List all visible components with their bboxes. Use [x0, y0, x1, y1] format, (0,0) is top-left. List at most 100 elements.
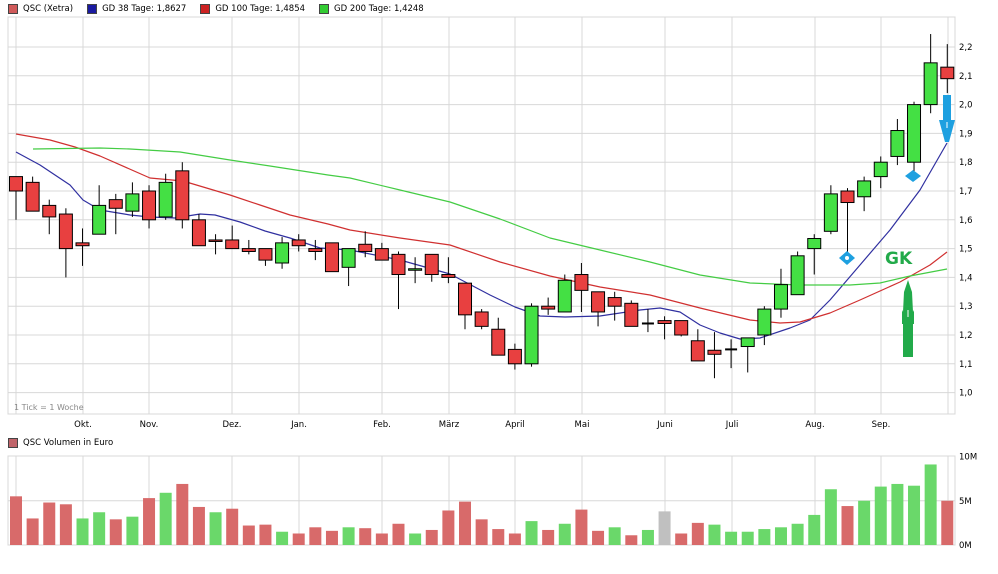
x-tick-label: Mai — [575, 420, 590, 430]
candle — [491, 317, 506, 356]
volume-bar — [725, 531, 738, 545]
candle — [541, 297, 556, 315]
candle — [807, 234, 822, 275]
candle — [9, 176, 23, 220]
candle — [923, 34, 938, 114]
candle — [275, 237, 290, 269]
candle — [391, 251, 406, 310]
volume-bar — [824, 489, 837, 545]
candle — [857, 176, 872, 212]
volume-bar — [159, 492, 172, 545]
y-tick-label: 2,2 — [959, 43, 973, 53]
volume-tick-label: 0M — [959, 541, 972, 551]
volume-bar — [575, 509, 588, 545]
candle — [42, 199, 57, 235]
y-tick-label: 2,0 — [959, 101, 973, 111]
volume-bar — [26, 518, 39, 545]
candle — [308, 239, 323, 261]
price-legend: QSC (Xetra) GD 38 Tage: 1,8627 GD 100 Ta… — [8, 3, 438, 15]
diamond-marker-icon — [905, 170, 921, 182]
volume-bar — [276, 531, 289, 545]
candle — [591, 291, 606, 327]
y-tick-label: 1,3 — [959, 302, 973, 312]
x-tick-label: Juni — [656, 420, 673, 430]
volume-bar — [292, 533, 305, 545]
gd100-line — [15, 133, 948, 324]
volume-bar — [791, 523, 804, 545]
legend-item-qsc: QSC (Xetra) — [8, 4, 73, 14]
legend-item-gd200: GD 200 Tage: 1,4248 — [319, 4, 424, 14]
volume-tick-label: 5M — [959, 497, 972, 507]
candle — [458, 282, 473, 330]
candle — [840, 188, 855, 258]
volume-bar — [309, 527, 322, 545]
x-tick-label: Sep. — [872, 420, 891, 430]
candle — [907, 101, 922, 177]
volume-bar — [758, 529, 771, 545]
y-tick-label: 1,7 — [959, 187, 973, 197]
candle — [823, 185, 838, 235]
candle — [142, 185, 157, 229]
volume-bar — [941, 500, 954, 545]
volume-legend: QSC Volumen in Euro — [8, 438, 113, 448]
y-tick-label: 1,8 — [959, 158, 973, 168]
volume-bar — [891, 483, 904, 545]
volume-bar — [841, 506, 854, 545]
candle — [641, 309, 654, 333]
up-arrow-icon — [902, 280, 914, 357]
legend-item-gd100: GD 100 Tage: 1,4854 — [200, 4, 305, 14]
volume-bar — [442, 510, 455, 545]
volume-bar — [908, 485, 921, 545]
y-tick-label: 1,1 — [959, 360, 973, 370]
x-tick-label: Aug. — [805, 420, 824, 430]
candle — [740, 337, 755, 373]
axis-labels: 1,0 1,1 1,2 1,3 1,4 1,5 1,6 1,7 1,8 1,9 2,0 2,1 2,2 O… — [74, 43, 977, 551]
candle — [291, 234, 306, 252]
volume-bar — [525, 521, 538, 545]
legend-swatch-gd38 — [87, 4, 98, 14]
candle — [25, 176, 40, 212]
gd200-line — [32, 147, 948, 286]
volume-bar — [924, 464, 937, 545]
volume-bar — [392, 523, 405, 545]
volume-bar — [359, 528, 372, 545]
y-tick-label: 2,1 — [959, 72, 973, 82]
legend-swatch-volume — [8, 438, 18, 448]
volume-bar — [691, 522, 704, 545]
legend-label-gd38: GD 38 Tage: 1,8627 — [102, 4, 187, 14]
legend-item-gd38: GD 38 Tage: 1,8627 — [87, 4, 186, 14]
x-tick-label: April — [505, 420, 524, 430]
candle — [890, 119, 905, 166]
volume-bar — [658, 511, 671, 545]
volume-bar — [625, 535, 638, 545]
down-arrow-icon — [939, 95, 955, 142]
volume-bar — [492, 529, 505, 545]
x-tick-label: Dez. — [223, 420, 242, 430]
candle — [690, 329, 705, 362]
volume-bar — [375, 533, 388, 545]
candle — [773, 268, 788, 318]
volume-bar — [708, 524, 721, 545]
x-tick-label: Juli — [725, 420, 739, 430]
candle — [507, 343, 522, 370]
volume-bar — [176, 483, 189, 545]
legend-label-gd200: GD 200 Tage: 1,4248 — [334, 4, 424, 14]
volume-bar — [209, 512, 222, 545]
x-tick-label: März — [439, 420, 460, 430]
volume-bar — [409, 533, 422, 545]
volume-bar — [858, 500, 871, 545]
candle — [125, 182, 140, 217]
y-tick-label: 1,0 — [959, 389, 973, 399]
y-tick-label: 1,4 — [959, 273, 973, 283]
candle — [408, 257, 423, 284]
candle — [108, 193, 123, 235]
diamond-marker-icon — [839, 251, 855, 265]
candle — [474, 309, 489, 330]
volume-bar — [608, 527, 621, 545]
y-tick-label: 1,9 — [959, 129, 973, 139]
candle — [358, 231, 373, 258]
volume-bar — [425, 529, 438, 545]
y-tick-label: 1,2 — [959, 331, 973, 341]
volume-bar — [774, 527, 787, 545]
volume-bar — [459, 501, 472, 545]
